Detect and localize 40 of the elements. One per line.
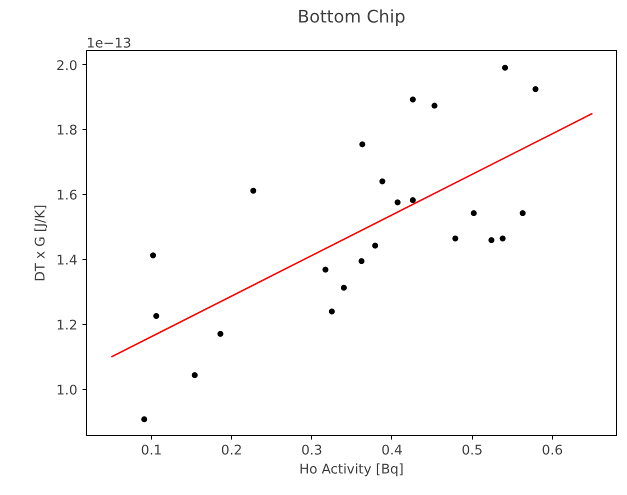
point (141, 416, 148, 422)
point (470, 210, 477, 216)
point (500, 235, 506, 242)
y-tick-label: 1.6 (56, 188, 78, 204)
point (250, 188, 256, 194)
x-tick-label: 0.3 (301, 444, 322, 458)
point (379, 178, 386, 184)
point (372, 242, 378, 249)
x-tick-label: 0.5 (462, 444, 483, 458)
point (359, 141, 366, 148)
point (340, 284, 347, 291)
point (328, 308, 335, 314)
y-tick-label: 2.0 (56, 58, 78, 74)
chart-title: Bottom Chip (298, 8, 406, 28)
x-axis-title: Ho Activity [Bq] (299, 462, 404, 478)
point (488, 237, 494, 244)
x-tick-label: 0.2 (221, 444, 242, 458)
point (431, 102, 438, 109)
point (452, 235, 458, 242)
point (502, 64, 508, 71)
y-tick-label: 1.2 (56, 318, 78, 334)
point (520, 210, 526, 216)
y-tick-label: 1.8 (56, 124, 78, 139)
point (358, 258, 365, 264)
y-tick-label: 1.4 (56, 254, 78, 269)
x-tick-label: 0.4 (381, 444, 403, 458)
point (217, 330, 224, 337)
point (394, 199, 401, 206)
point (532, 86, 539, 92)
x-tick-label: 0.1 (140, 444, 162, 458)
annotation: 1e−13 (86, 36, 132, 52)
point (410, 197, 416, 204)
point (150, 252, 156, 258)
point (153, 313, 160, 320)
point (192, 372, 198, 378)
x-tick-label: 0.6 (542, 444, 563, 458)
y-axis-title: DT x G [J/K] (33, 204, 48, 282)
point (322, 266, 328, 273)
point (410, 96, 416, 103)
y-tick-label: 1.0 (56, 383, 78, 398)
